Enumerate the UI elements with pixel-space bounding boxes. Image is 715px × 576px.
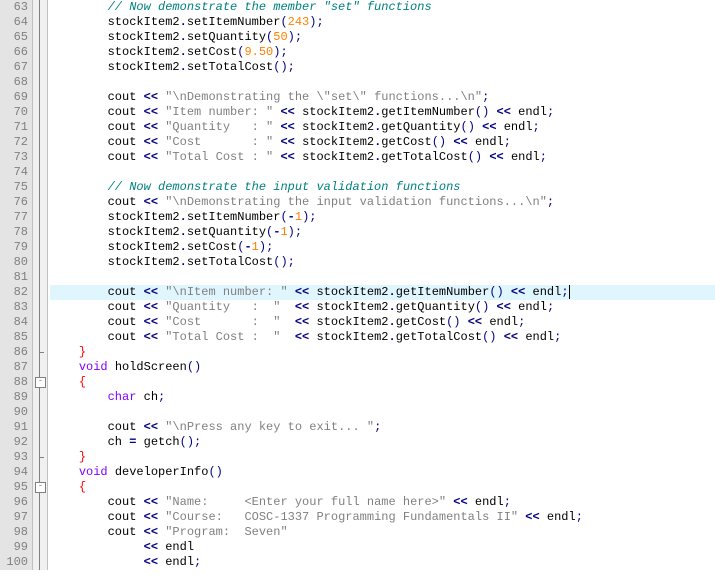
code-line[interactable]: cout << "Quantity : " << stockItem2.getQ…	[50, 120, 715, 135]
code-area[interactable]: // Now demonstrate the member "set" func…	[48, 0, 715, 570]
fold-end-marker	[39, 352, 44, 353]
line-number: 76	[2, 195, 28, 210]
code-editor[interactable]: 6364656667686970717273747576777879808182…	[0, 0, 715, 570]
code-line[interactable]	[50, 405, 715, 420]
code-line[interactable]: cout << "Item number: " << stockItem2.ge…	[50, 105, 715, 120]
line-number: 68	[2, 75, 28, 90]
line-number: 93	[2, 450, 28, 465]
line-number: 100	[2, 555, 28, 570]
code-line[interactable]: char ch;	[50, 390, 715, 405]
code-line[interactable]: cout << "Name: <Enter your full name her…	[50, 495, 715, 510]
line-number: 70	[2, 105, 28, 120]
code-line[interactable]: {	[50, 375, 715, 390]
code-line[interactable]: cout << "\nDemonstrating the input valid…	[50, 195, 715, 210]
line-number: 74	[2, 165, 28, 180]
line-number: 78	[2, 225, 28, 240]
code-line[interactable]: // Now demonstrate the member "set" func…	[50, 0, 715, 15]
code-line[interactable]	[50, 75, 715, 90]
code-line[interactable]: stockItem2.setTotalCost();	[50, 255, 715, 270]
code-line[interactable]: cout << "Total Cost : " << stockItem2.ge…	[50, 330, 715, 345]
fold-toggle-icon[interactable]: -	[35, 377, 46, 388]
line-number: 63	[2, 0, 28, 15]
code-line[interactable]: cout << "Cost : " << stockItem2.getCost(…	[50, 315, 715, 330]
line-number: 90	[2, 405, 28, 420]
line-number: 72	[2, 135, 28, 150]
line-number: 79	[2, 240, 28, 255]
code-line[interactable]: // Now demonstrate the input validation …	[50, 180, 715, 195]
line-number: 87	[2, 360, 28, 375]
code-line[interactable]	[50, 270, 715, 285]
code-line[interactable]: ch = getch();	[50, 435, 715, 450]
code-line[interactable]: cout << "\nItem number: " << stockItem2.…	[50, 285, 715, 300]
line-number: 85	[2, 330, 28, 345]
line-number: 91	[2, 420, 28, 435]
fold-end-marker	[39, 457, 44, 458]
code-line[interactable]: cout << "Course: COSC-1337 Programming F…	[50, 510, 715, 525]
code-line[interactable]: stockItem2.setItemNumber(243);	[50, 15, 715, 30]
code-line[interactable]: cout << "Total Cost : " << stockItem2.ge…	[50, 150, 715, 165]
fold-margin[interactable]: --	[33, 0, 48, 570]
line-number: 94	[2, 465, 28, 480]
line-number: 98	[2, 525, 28, 540]
code-line[interactable]: cout << "Quantity : " << stockItem2.getQ…	[50, 300, 715, 315]
code-line[interactable]: }	[50, 345, 715, 360]
code-line[interactable]: }	[50, 450, 715, 465]
code-line[interactable]: {	[50, 480, 715, 495]
line-number: 65	[2, 30, 28, 45]
code-line[interactable]: << endl	[50, 540, 715, 555]
code-line[interactable]: stockItem2.setItemNumber(-1);	[50, 210, 715, 225]
code-line[interactable]: void holdScreen()	[50, 360, 715, 375]
code-line[interactable]: << endl;	[50, 555, 715, 570]
line-number: 66	[2, 45, 28, 60]
code-line[interactable]: stockItem2.setCost(9.50);	[50, 45, 715, 60]
line-number: 69	[2, 90, 28, 105]
code-line[interactable]: stockItem2.setTotalCost();	[50, 60, 715, 75]
line-number: 97	[2, 510, 28, 525]
line-number: 73	[2, 150, 28, 165]
line-number: 92	[2, 435, 28, 450]
line-number: 75	[2, 180, 28, 195]
line-number: 81	[2, 270, 28, 285]
line-number-gutter: 6364656667686970717273747576777879808182…	[0, 0, 33, 570]
line-number: 89	[2, 390, 28, 405]
code-line[interactable]: cout << "Program: Seven"	[50, 525, 715, 540]
code-line[interactable]: stockItem2.setCost(-1);	[50, 240, 715, 255]
code-line[interactable]	[50, 165, 715, 180]
fold-toggle-icon[interactable]: -	[35, 482, 46, 493]
line-number: 96	[2, 495, 28, 510]
code-line[interactable]: void developerInfo()	[50, 465, 715, 480]
code-line[interactable]: stockItem2.setQuantity(50);	[50, 30, 715, 45]
line-number: 83	[2, 300, 28, 315]
line-number: 88	[2, 375, 28, 390]
line-number: 64	[2, 15, 28, 30]
line-number: 84	[2, 315, 28, 330]
code-line[interactable]: stockItem2.setQuantity(-1);	[50, 225, 715, 240]
line-number: 86	[2, 345, 28, 360]
line-number: 80	[2, 255, 28, 270]
line-number: 77	[2, 210, 28, 225]
line-number: 71	[2, 120, 28, 135]
line-number: 95	[2, 480, 28, 495]
code-line[interactable]: cout << "\nPress any key to exit... ";	[50, 420, 715, 435]
code-line[interactable]: cout << "\nDemonstrating the \"set\" fun…	[50, 90, 715, 105]
code-line[interactable]: cout << "Cost : " << stockItem2.getCost(…	[50, 135, 715, 150]
line-number: 67	[2, 60, 28, 75]
line-number: 99	[2, 540, 28, 555]
line-number: 82	[2, 285, 28, 300]
